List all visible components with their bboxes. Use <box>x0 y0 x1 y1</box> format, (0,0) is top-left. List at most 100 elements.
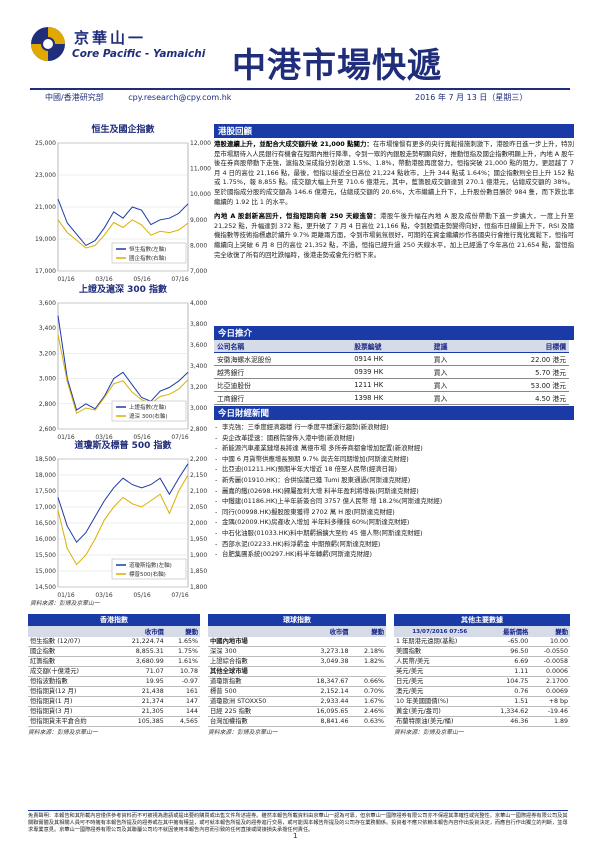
news-item[interactable]: 台肥集團系統(00297.HK)料半年轉虧(阿斯達克財經) <box>214 549 574 560</box>
group-row: 中國內地市場 <box>208 637 386 647</box>
cell-close: 3,049.38 <box>297 656 351 667</box>
legend-label: 道瓊斯指數(左軸) <box>129 561 172 569</box>
right-axis-tick-label: 2,050 <box>190 504 207 511</box>
right-axis-tick-label: 12,000 <box>190 140 211 147</box>
chart-source-note: 資料來源：彭博及京華山一 <box>30 601 100 607</box>
review-paragraph-2: 內地 A 股創新高回升，恒指短期向著 250 天線進發：港股午後升幅在內地 A … <box>214 212 574 260</box>
news-item[interactable]: 金隅(02009.HK)房產收入增加 半年料多賺錢 60%(阿斯達克財經) <box>214 517 574 528</box>
cell-chg: 2.1700 <box>530 676 570 687</box>
table-row: 美國指數 96.50 -0.0550 <box>394 646 570 657</box>
cell-name: 英元/美元 <box>394 666 486 677</box>
tip-rating: 買入 <box>430 352 476 366</box>
table-caption: 香港指數 <box>28 614 200 626</box>
tip-code: 1398 HK <box>351 391 431 405</box>
cell-name: 道瓊歐洲 STOXX50 <box>208 696 298 707</box>
news-item[interactable]: 中鐵建(01186.HK)上半年新簽合同 3757 億人民幣 增 18.2%(阿… <box>214 496 574 507</box>
x-axis-tick-label: 01/16 <box>57 434 74 441</box>
email-link[interactable]: cpy.research@cpy.com.hk <box>128 93 232 102</box>
news-item[interactable]: 同行(00998.HK)擬股股東獲得 2702 萬 H 股(阿斯達克財經) <box>214 507 574 518</box>
right-axis-tick-label: 3,400 <box>190 363 207 370</box>
review-lead-1: 港股連續上升，並配合大成交額升破 21,000 點關力： <box>214 140 374 148</box>
table-caption: 其他主要數據 <box>394 614 570 626</box>
news-item[interactable]: 西部水泥(02233.HK)料淨虧金 中期預虧(阿斯達克財經) <box>214 539 574 550</box>
cell-name: 標普 500 <box>208 686 298 697</box>
right-axis-tick-label: 8,000 <box>190 242 207 249</box>
x-axis-tick-label: 05/16 <box>133 592 150 599</box>
right-axis-tick-label: 3,200 <box>190 384 207 391</box>
chart-svg: 3,600 3,400 3,200 3,000 2,800 2,600 4,000 3,800… <box>39 300 208 441</box>
legend-label: 國企指數(右軸) <box>129 254 166 262</box>
cell-name: 恒指期貨(1 月) <box>28 696 115 707</box>
x-axis-tick-label: 03/16 <box>95 434 112 441</box>
group-label: 其他全球市場 <box>208 666 386 677</box>
cell-chg: 2.46% <box>350 706 386 717</box>
left-axis-tick-label: 3,600 <box>39 300 56 307</box>
cell-close: 6.69 <box>485 656 531 667</box>
table-row: 越秀銀行 0939 HK 買入 5.70 港元 <box>214 365 569 379</box>
table-row: 深深 300 3,273.18 2.18% <box>208 646 386 657</box>
legend-box <box>111 400 187 422</box>
report-title: 中港市場快遞 <box>232 46 442 86</box>
company-logo-icon <box>31 27 65 61</box>
cell-name: 恒指期貨(3 月) <box>28 706 115 717</box>
right-axis-tick-label: 3,000 <box>190 405 207 412</box>
right-axis-tick-label: 2,100 <box>190 488 207 495</box>
cell-close: 3,680.99 <box>114 656 166 667</box>
cell-close: 46.36 <box>485 716 531 727</box>
news-item[interactable]: 比亞迪(01211.HK)預期半年大增近 18 倍至人民幣(經濟日報) <box>214 464 574 475</box>
cell-chg: -0.97 <box>165 676 200 687</box>
table-row: 10 年美國國債(%) 1.51 +8 bp <box>394 696 570 707</box>
col-header: 收市價 <box>297 626 351 637</box>
news-item[interactable]: 麗嘉的鐵(02698.HK)歸屬盈利大增 料半年盈利將增長(阿斯達克財經) <box>214 486 574 497</box>
news-item[interactable]: 中石化油服(01033.HK)料中期虧損擴大至約 45 億人幣(阿斯達克財經) <box>214 528 574 539</box>
cell-chg: 10.78 <box>165 666 200 677</box>
right-axis-tick-label: 3,800 <box>190 321 207 328</box>
news-item[interactable]: 新秀麗(01910.HK)：合併協議已獲 Tumi 股東通過(阿斯達克財經) <box>214 475 574 486</box>
cell-close: 2,152.14 <box>297 686 351 697</box>
cell-chg: 1.75% <box>165 646 200 657</box>
chart-title: 道瓊斯及標普 500 指數 <box>74 441 172 451</box>
news-item[interactable]: 央企改革提速：國務院發佈入港中德(新浪財經) <box>214 433 574 444</box>
section-heading: 今日推介 <box>214 326 574 340</box>
tip-code: 1211 HK <box>351 378 431 392</box>
cell-close: 1,334.62 <box>485 706 531 717</box>
left-axis-tick-label: 15,000 <box>35 568 56 575</box>
left-axis-tick-label: 21,000 <box>35 204 56 211</box>
cell-chg: 0.63% <box>350 716 386 727</box>
cell-close: 21,305 <box>114 706 166 717</box>
cell-close: 8,855.31 <box>114 646 166 657</box>
cell-name: 布蘭特原油(美元/桶) <box>394 716 486 727</box>
left-axis-tick-label: 15,500 <box>35 552 56 559</box>
series-line-1 <box>57 474 189 566</box>
table-row: 道瓊歐洲 STOXX50 2,933.44 1.67% <box>208 696 386 707</box>
table-row: 日元/美元 104.75 2.1700 <box>394 676 570 687</box>
table-row: 成交額(十億港元) 71.07 10.78 <box>28 666 200 677</box>
cell-close: 19.95 <box>114 676 166 687</box>
news-item[interactable]: 李克強：三季度經濟趨穩 行一季度平穩運行趨勢(新浪財經) <box>214 422 574 433</box>
right-axis-tick-label: 10,000 <box>190 191 211 198</box>
table-row: 工商銀行 1398 HK 買入 4.50 港元 <box>214 391 569 405</box>
right-axis-tick-label: 2,150 <box>190 472 207 479</box>
news-item[interactable]: 中國 6 月貨幣供應增長預期 9.7% 與去年同期增加(阿斯達克財經) <box>214 454 574 465</box>
department-label: 中國/香港研究部 <box>45 93 104 102</box>
cell-close: 96.50 <box>485 646 531 657</box>
right-axis-tick-label: 1,800 <box>190 584 207 591</box>
cell-name: 台灣加權指數 <box>208 716 298 727</box>
series-line-1 <box>57 219 189 249</box>
right-axis-tick-label: 1,900 <box>190 552 207 559</box>
news-item[interactable]: 新能源汽車產業鏈增長將達 萬億市場 多所券商都會增加配置(新浪財經) <box>214 443 574 454</box>
tip-code: 0914 HK <box>351 352 431 366</box>
right-axis-tick-label: 2,000 <box>190 520 207 527</box>
cell-close: 2,933.44 <box>297 696 351 707</box>
hk-index-table: 香港指數 收市價 變動 恒生指數 (12/07) 21,224.74 1.65% 國企指… <box>28 614 200 727</box>
cell-chg: 147 <box>165 696 200 707</box>
table-row: 上證綜合指數 3,049.38 1.82% <box>208 656 386 667</box>
cell-chg: 0.0069 <box>530 686 570 697</box>
tip-name: 安徽海螺水泥股份 <box>214 352 352 366</box>
cell-chg: -0.0058 <box>530 656 570 667</box>
market-review-section: 港股回顧 港股連續上升，並配合大成交額升破 21,000 點關力：在市場憧憬有更… <box>214 124 574 260</box>
cell-name: 恒指波動指數 <box>28 676 115 687</box>
table-row: 台灣加權指數 8,841.46 0.63% <box>208 716 386 727</box>
table-row: 日經 225 指數 16,095.65 2.46% <box>208 706 386 717</box>
tip-rating: 買入 <box>430 378 476 392</box>
